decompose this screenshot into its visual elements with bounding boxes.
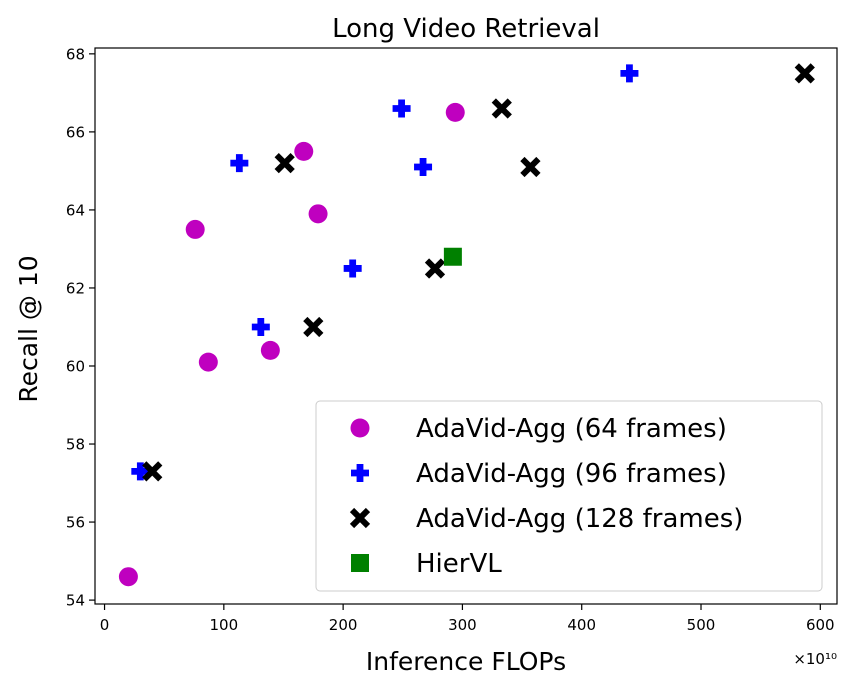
data-point <box>424 258 446 279</box>
data-point <box>131 462 150 481</box>
data-point <box>520 156 541 178</box>
data-point <box>198 352 218 372</box>
data-point <box>303 316 324 338</box>
data-point <box>343 259 362 278</box>
data-point <box>118 567 138 587</box>
data-point <box>414 158 433 177</box>
data-point <box>251 317 270 336</box>
x-tick-label: 400 <box>567 616 596 634</box>
axes: 0 100 200 300 400 500 600 54 56 58 60 62 64 66 68 <box>66 45 838 634</box>
x-tick-label: 300 <box>448 616 477 634</box>
x-tick-label: 0 <box>100 616 110 634</box>
data-point <box>794 63 815 84</box>
x-tick-label: 100 <box>210 616 239 634</box>
legend-box <box>315 400 823 592</box>
x-tick-label: 500 <box>687 616 716 634</box>
legend-marker <box>349 507 371 529</box>
y-tick-label: 64 <box>66 201 85 219</box>
data-point <box>260 340 280 360</box>
x-axis-offset-label: ×10¹⁰ <box>793 650 837 668</box>
x-tick-label: 600 <box>806 616 835 634</box>
legend-label: AdaVid-Agg (64 frames) <box>416 414 727 444</box>
y-tick-label: 56 <box>66 514 85 532</box>
legend-marker <box>350 418 370 438</box>
legend-label: AdaVid-Agg (128 frames) <box>416 504 743 534</box>
data-point <box>445 102 465 122</box>
data-point <box>392 99 411 118</box>
y-tick-label: 58 <box>66 436 85 454</box>
y-tick-label: 54 <box>66 592 85 610</box>
chart-title: Long Video Retrieval <box>332 14 600 44</box>
plot-frame <box>94 47 838 605</box>
data-point <box>185 219 205 239</box>
legend-marker <box>351 554 369 572</box>
data-point <box>274 152 295 174</box>
data-point <box>620 64 639 83</box>
y-tick-label: 68 <box>66 45 85 63</box>
data-point <box>308 204 328 224</box>
y-tick-label: 60 <box>66 357 85 375</box>
y-tick-label: 66 <box>66 123 85 141</box>
y-axis-label: Recall @ 10 <box>14 255 43 402</box>
y-tick-label: 62 <box>66 279 85 297</box>
data-point <box>142 461 163 482</box>
data-point <box>294 141 314 161</box>
legend-label: HierVL <box>416 549 502 579</box>
data-point <box>491 98 512 119</box>
plot-area <box>118 63 815 587</box>
legend-label: AdaVid-Agg (96 frames) <box>416 459 727 489</box>
data-point <box>230 154 249 173</box>
x-axis-label: Inference FLOPs <box>366 647 566 676</box>
x-tick-label: 200 <box>329 616 358 634</box>
legend: AdaVid-Agg (64 frames) AdaVid-Agg (96 fra… <box>315 400 823 592</box>
data-point <box>443 247 462 266</box>
legend-marker <box>351 464 369 482</box>
